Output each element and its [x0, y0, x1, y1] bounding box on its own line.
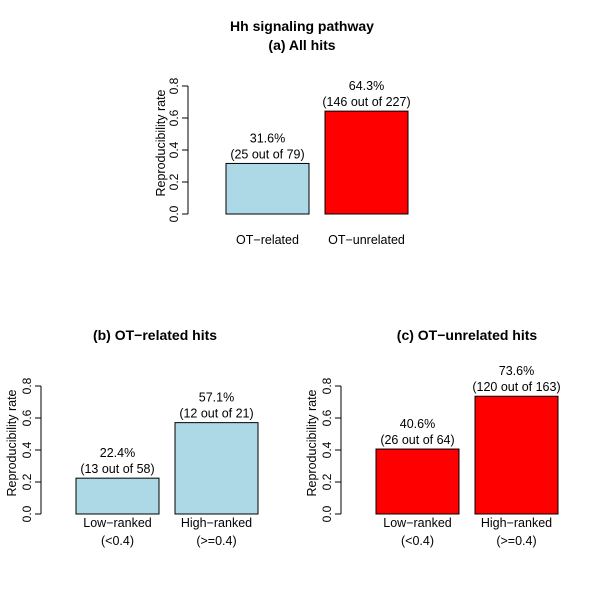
y-tick-label: 0.6 — [167, 109, 181, 126]
x-category-label: High−ranked — [481, 516, 552, 530]
y-axis-label: Reproducibility rate — [5, 389, 19, 496]
chart-title: (c) OT−unrelated hits — [397, 327, 538, 343]
bar-value-label: 31.6% — [250, 131, 285, 145]
y-tick-label: 0.4 — [320, 441, 334, 458]
x-category-label: (<0.4) — [101, 534, 134, 548]
y-tick-label: 0.2 — [20, 473, 34, 490]
x-category-label: (>=0.4) — [196, 534, 236, 548]
chart-title: (a) All hits — [268, 37, 335, 53]
y-tick-label: 0.4 — [20, 441, 34, 458]
y-tick-label: 0.6 — [20, 409, 34, 426]
x-category-label: OT−related — [236, 233, 299, 247]
chart-title: (b) OT−related hits — [93, 327, 217, 343]
bar-count-label: (146 out of 227) — [322, 95, 410, 109]
bar-count-label: (12 out of 21) — [179, 407, 253, 421]
y-tick-label: 0.4 — [167, 141, 181, 158]
x-category-label: Low−ranked — [383, 516, 451, 530]
y-tick-label: 0.8 — [20, 377, 34, 394]
y-tick-label: 0.6 — [320, 409, 334, 426]
bar-value-label: 40.6% — [400, 417, 435, 431]
bar-count-label: (120 out of 163) — [472, 380, 560, 394]
y-tick-label: 0.0 — [167, 205, 181, 222]
bar — [75, 477, 160, 515]
y-tick-label: 0.8 — [167, 77, 181, 94]
bar-count-label: (13 out of 58) — [80, 462, 154, 476]
y-tick-label: 0.8 — [320, 377, 334, 394]
bar-value-label: 22.4% — [100, 446, 135, 460]
figure-title: Hh signaling pathway — [230, 18, 374, 34]
bar-value-label: 73.6% — [499, 364, 534, 378]
y-tick-label: 0.2 — [167, 173, 181, 190]
y-axis-label: Reproducibility rate — [154, 89, 168, 196]
bar-count-label: (25 out of 79) — [230, 147, 304, 161]
bar-value-label: 64.3% — [349, 79, 384, 93]
y-tick-label: 0.0 — [320, 505, 334, 522]
x-category-label: Low−ranked — [83, 516, 151, 530]
bar — [174, 422, 259, 515]
x-category-label: OT−unrelated — [328, 233, 405, 247]
bar — [324, 110, 409, 215]
x-category-label: (<0.4) — [401, 534, 434, 548]
y-tick-label: 0.2 — [320, 473, 334, 490]
x-category-label: (>=0.4) — [496, 534, 536, 548]
bar-value-label: 57.1% — [199, 391, 234, 405]
bar-count-label: (26 out of 64) — [380, 433, 454, 447]
bar — [225, 162, 310, 215]
y-axis-label: Reproducibility rate — [305, 389, 319, 496]
bar — [375, 448, 460, 515]
bar — [474, 395, 559, 515]
x-category-label: High−ranked — [181, 516, 252, 530]
y-tick-label: 0.0 — [20, 505, 34, 522]
